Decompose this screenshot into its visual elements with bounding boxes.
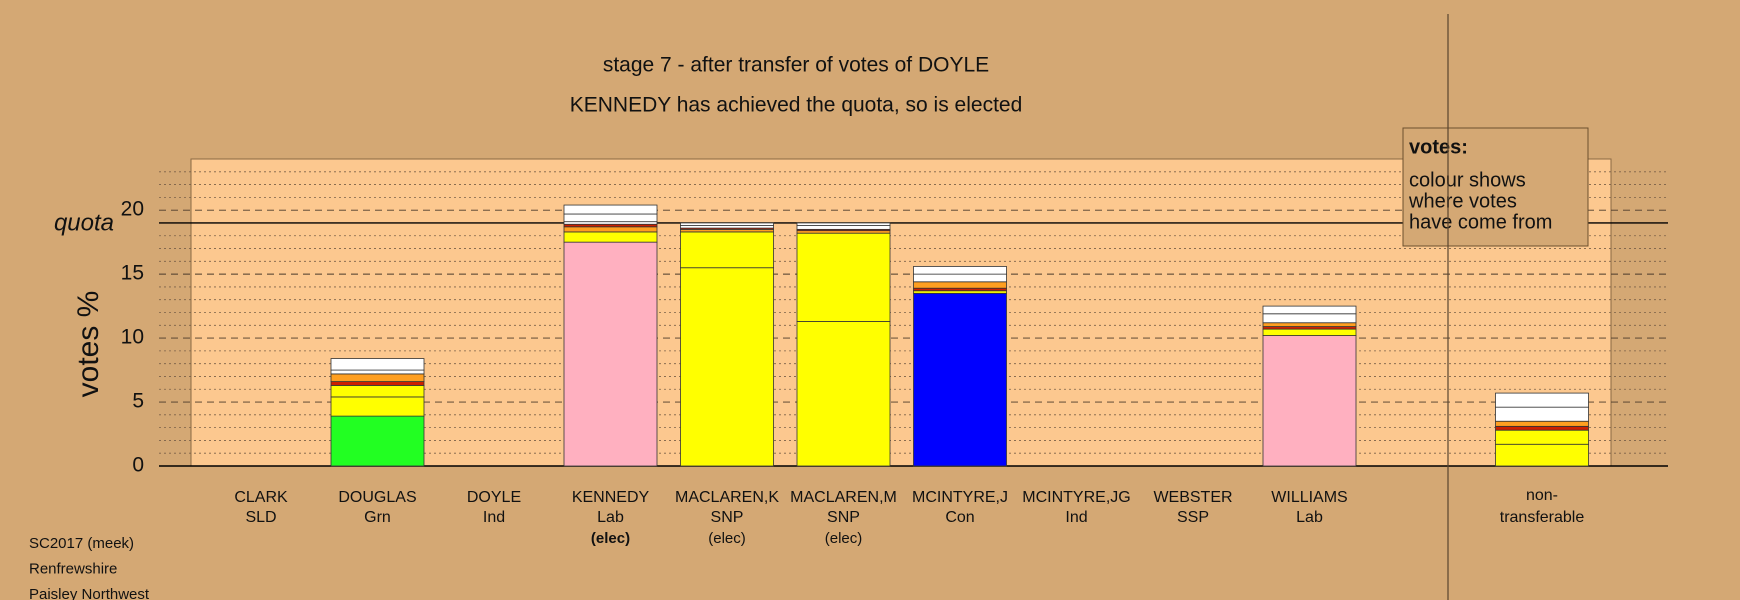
- bar-segment: [563, 241, 658, 467]
- bar-segment: [330, 373, 425, 382]
- x-tick-label: non-: [1526, 487, 1558, 504]
- footer-text: Renfrewshire: [29, 560, 117, 577]
- chart-title: stage 7 - after transfer of votes of DOY…: [603, 54, 989, 77]
- party-label: Con: [945, 509, 974, 526]
- party-label: Lab: [597, 509, 624, 526]
- footer-text: SC2017 (meek): [29, 535, 134, 552]
- y-tick-label: 10: [121, 326, 144, 349]
- x-tick-label: transferable: [1500, 509, 1585, 526]
- y-tick-label: 20: [121, 198, 144, 221]
- status-label: (elec): [825, 530, 863, 547]
- bar-segment: [1495, 406, 1589, 422]
- x-tick-label: WEBSTER: [1153, 489, 1232, 506]
- x-tick-label: MCINTYRE,J: [912, 489, 1008, 506]
- party-label: SNP: [827, 509, 860, 526]
- bar-segment: [330, 369, 425, 375]
- bar-segment: [913, 292, 1007, 467]
- bar-segment: [1495, 392, 1589, 408]
- bar-segment: [330, 385, 425, 398]
- bar-segment: [680, 222, 774, 226]
- x-tick-label: MACLAREN,K: [675, 489, 779, 506]
- x-tick-label: DOYLE: [467, 489, 521, 506]
- x-tick-label: MACLAREN,M: [790, 489, 897, 506]
- status-label: (elec): [591, 530, 630, 547]
- legend-text: where votes: [1408, 190, 1517, 212]
- x-tick-label: KENNEDY: [572, 489, 650, 506]
- bar-segment: [796, 232, 891, 322]
- y-tick-label: 0: [132, 454, 144, 477]
- y-tick-label: 15: [121, 262, 144, 285]
- party-label: SLD: [245, 509, 276, 526]
- bar-segment: [1495, 443, 1589, 467]
- bar-segment: [330, 396, 425, 417]
- legend-text: have come from: [1409, 211, 1552, 233]
- bar-segment: [1262, 305, 1357, 315]
- bar-segment: [913, 273, 1007, 283]
- bar-segment: [330, 381, 425, 386]
- bar-segment: [796, 321, 891, 467]
- bar-segment: [1262, 322, 1357, 327]
- bar-segment: [563, 231, 658, 243]
- x-tick-label: DOUGLAS: [338, 489, 416, 506]
- legend-text: colour shows: [1409, 169, 1526, 191]
- party-label: Ind: [483, 509, 505, 526]
- bar-segment: [563, 204, 658, 215]
- bar-segment: [330, 415, 425, 467]
- bar-segment: [913, 281, 1007, 289]
- chart-subtitle: KENNEDY has achieved the quota, so is el…: [570, 94, 1023, 117]
- bar-segment: [563, 213, 658, 223]
- party-label: SSP: [1177, 509, 1209, 526]
- bar-segment: [330, 358, 425, 371]
- x-tick-label: MCINTYRE,JG: [1022, 489, 1130, 506]
- bar-segment: [1495, 429, 1589, 445]
- footer-text: Paisley Northwest: [29, 586, 150, 600]
- x-tick-label: CLARK: [234, 489, 288, 506]
- party-label: Grn: [364, 509, 391, 526]
- y-axis-label: votes %: [72, 291, 105, 398]
- legend-box: [1402, 127, 1589, 247]
- bar-segment: [1262, 328, 1357, 336]
- status-label: (elec): [708, 530, 746, 547]
- bar-segment: [796, 225, 891, 230]
- bar-segment: [563, 226, 658, 233]
- party-label: Lab: [1296, 509, 1323, 526]
- party-label: Ind: [1065, 509, 1087, 526]
- y-tick-label: 5: [132, 390, 144, 413]
- quota-label: quota: [54, 209, 114, 236]
- bar-segment: [913, 266, 1007, 275]
- bar-segment: [1262, 335, 1357, 467]
- x-tick-label: WILLIAMS: [1271, 489, 1347, 506]
- bar-segment: [1495, 425, 1589, 431]
- legend-title: votes:: [1409, 136, 1468, 158]
- bar-segment: [1495, 420, 1589, 427]
- bar-segment: [680, 231, 774, 269]
- bar-segment: [796, 222, 891, 226]
- party-label: SNP: [711, 509, 744, 526]
- bar-segment: [1262, 313, 1357, 324]
- bar-segment: [680, 267, 774, 467]
